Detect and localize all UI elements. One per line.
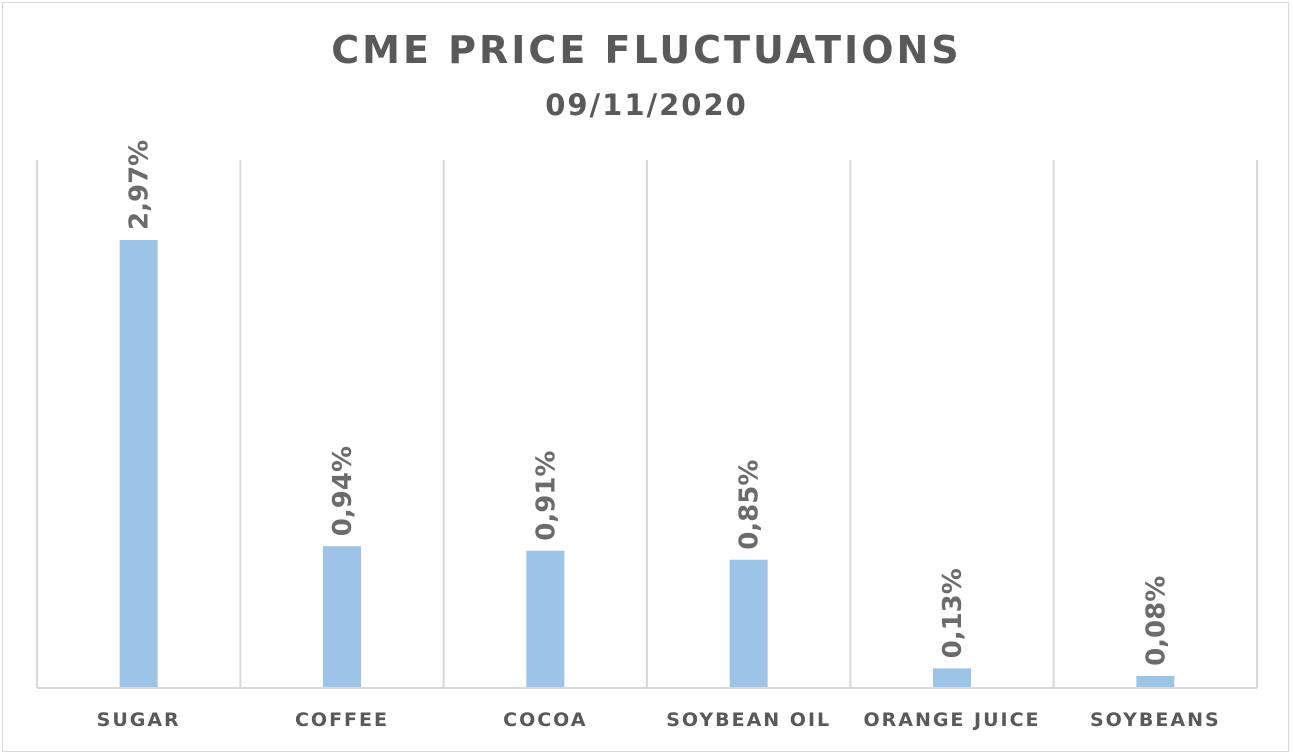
- bar-soybean-oil: [729, 559, 768, 688]
- bar-orange-juice: [933, 668, 971, 688]
- data-label-cocoa: 0,91%: [531, 451, 561, 541]
- category-separators: [36, 160, 1258, 688]
- category-labels: SUGAR COFFEE COCOA SOYBEAN OIL ORANGE JUICE S…: [97, 709, 1221, 731]
- data-label-coffee: 0,94%: [328, 446, 358, 536]
- bar-soybeans: [1136, 675, 1175, 688]
- category-label-soybean-oil: SOYBEAN OIL: [666, 709, 831, 731]
- data-label-soybeans: 0,08%: [1141, 576, 1171, 666]
- bars: [119, 239, 1175, 688]
- data-label-orange-juice: 0,13%: [938, 568, 968, 658]
- category-label-cocoa: COCOA: [503, 709, 587, 731]
- category-label-orange-juice: ORANGE JUICE: [863, 709, 1040, 731]
- category-label-soybeans: SOYBEANS: [1090, 709, 1221, 731]
- data-label-soybean-oil: 0,85%: [735, 460, 765, 550]
- category-label-sugar: SUGAR: [97, 709, 181, 731]
- bar-sugar: [119, 239, 158, 688]
- data-label-sugar: 2,97%: [125, 140, 155, 230]
- chart-title: CME PRICE FLUCTUATIONS: [331, 28, 962, 72]
- bar-coffee: [323, 546, 361, 688]
- category-label-coffee: COFFEE: [295, 709, 389, 731]
- data-labels: 2,97% 0,94% 0,91% 0,85% 0,13% 0,08%: [125, 140, 1172, 666]
- chart-subtitle: 09/11/2020: [545, 88, 748, 122]
- bar-cocoa: [526, 550, 565, 688]
